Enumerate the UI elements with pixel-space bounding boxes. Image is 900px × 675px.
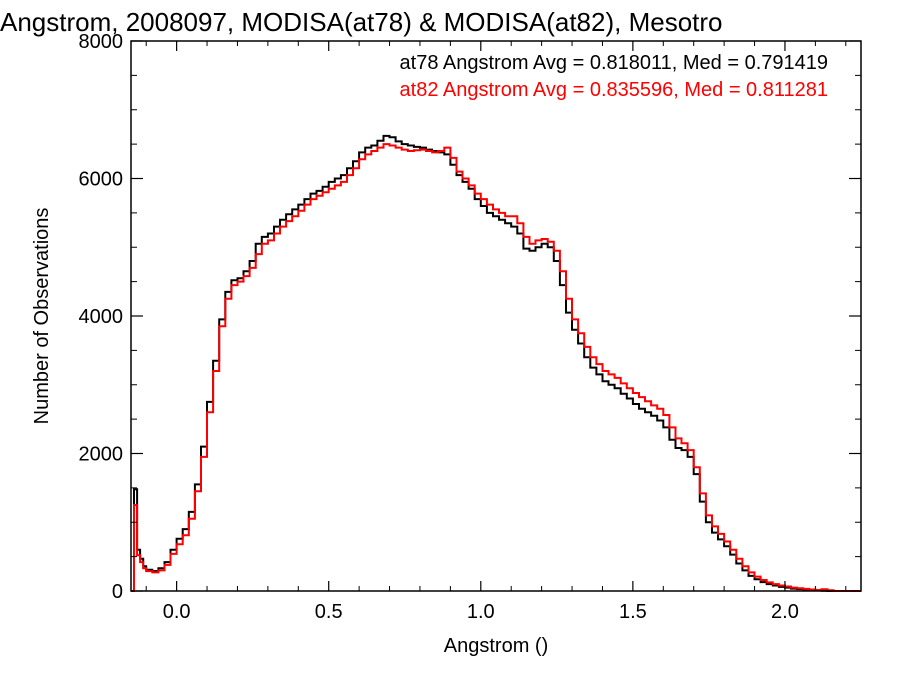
at82-stats-annotation: at82 Angstrom Avg = 0.835596, Med = 0.81…: [400, 79, 828, 101]
series-at78-line: [131, 134, 861, 592]
x-tick-label: 1.5: [619, 601, 647, 623]
y-axis: 0 2000 4000 6000 8000: [79, 31, 861, 603]
x-tick-label: 1.0: [467, 601, 495, 623]
series-layer: [131, 134, 861, 592]
x-axis-label: Angstrom (): [444, 635, 548, 657]
y-tick-label: 0: [112, 581, 123, 603]
x-tick-label: 0.0: [163, 601, 191, 623]
y-axis-label: Number of Observations: [31, 208, 53, 425]
y-tick-label: 8000: [79, 31, 124, 53]
chart-title: Angstrom, 2008097, MODISA(at78) & MODISA…: [0, 7, 723, 37]
series-at82-line: [131, 143, 861, 592]
y-tick-label: 4000: [79, 306, 124, 328]
at78-stats-annotation: at78 Angstrom Avg = 0.818011, Med = 0.79…: [400, 52, 828, 74]
x-axis: 0.0 0.5 1.0 1.5 2.0: [145, 41, 847, 623]
y-tick-label: 6000: [79, 169, 124, 191]
x-tick-label: 2.0: [771, 601, 799, 623]
x-tick-label: 0.5: [315, 601, 343, 623]
plot-frame: [130, 40, 862, 592]
y-tick-label: 2000: [79, 444, 124, 466]
